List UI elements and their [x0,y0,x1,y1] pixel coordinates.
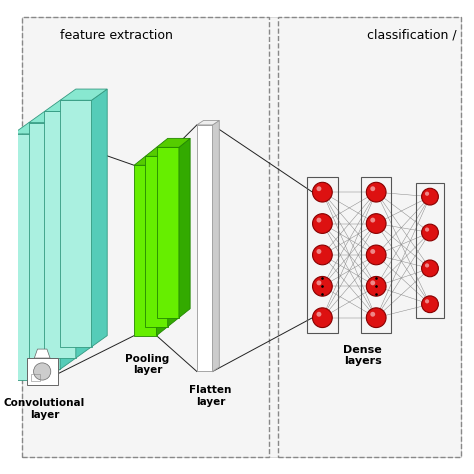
Circle shape [421,188,438,205]
Polygon shape [60,89,107,100]
Circle shape [317,312,321,317]
Polygon shape [45,100,91,111]
Polygon shape [60,100,91,347]
Polygon shape [76,100,91,358]
Polygon shape [212,120,219,372]
Text: classification /: classification / [367,29,457,42]
Circle shape [366,214,386,233]
Circle shape [370,249,375,254]
Polygon shape [134,165,156,336]
Circle shape [370,186,375,191]
Polygon shape [29,111,76,123]
Text: Dense
layers: Dense layers [343,345,382,366]
Polygon shape [146,147,179,156]
Polygon shape [146,156,168,327]
Circle shape [425,299,429,303]
Polygon shape [45,111,76,358]
Circle shape [366,308,386,328]
Polygon shape [60,111,76,369]
Polygon shape [13,123,60,134]
Circle shape [421,224,438,241]
Polygon shape [45,123,60,381]
Circle shape [312,276,332,296]
Circle shape [312,245,332,265]
Text: feature extraction: feature extraction [60,29,173,42]
Circle shape [370,312,375,317]
Circle shape [317,218,321,223]
Polygon shape [197,120,219,125]
Polygon shape [34,349,50,358]
Circle shape [317,281,321,285]
Polygon shape [13,134,45,381]
Polygon shape [156,156,168,336]
Circle shape [312,182,332,202]
Circle shape [370,281,375,285]
Circle shape [425,228,429,232]
Text: Pooling
layer: Pooling layer [126,354,170,375]
Circle shape [312,214,332,233]
Circle shape [366,182,386,202]
Polygon shape [29,123,60,369]
Circle shape [421,296,438,313]
Circle shape [366,276,386,296]
Polygon shape [168,147,179,327]
Circle shape [370,218,375,223]
Polygon shape [156,147,179,318]
Polygon shape [179,138,190,318]
Text: Flatten
layer: Flatten layer [189,385,231,407]
Polygon shape [134,156,168,165]
Polygon shape [197,125,212,372]
Circle shape [425,264,429,267]
Circle shape [425,191,429,196]
Circle shape [312,308,332,328]
Polygon shape [156,138,190,147]
Circle shape [421,260,438,277]
Polygon shape [27,358,58,385]
Polygon shape [91,89,107,347]
Text: Convolutional
layer: Convolutional layer [4,398,85,420]
Circle shape [317,249,321,254]
Circle shape [34,363,51,380]
Circle shape [317,186,321,191]
Circle shape [366,245,386,265]
Polygon shape [22,18,461,456]
